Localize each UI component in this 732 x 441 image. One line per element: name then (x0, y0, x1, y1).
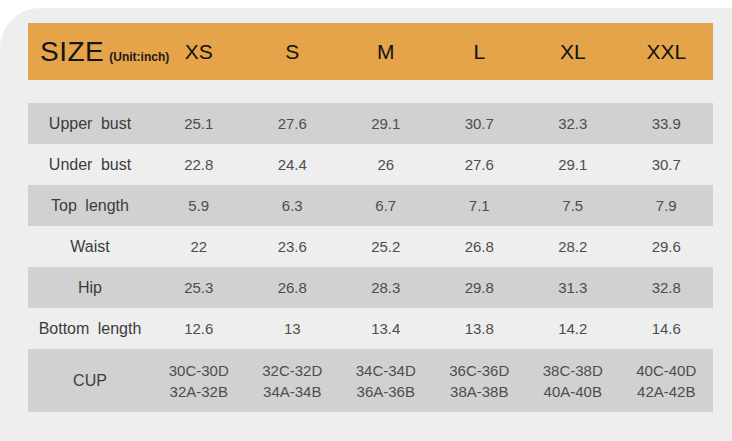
cup-range-line: 36C-36D (433, 360, 527, 381)
value-cell: 28.3 (339, 277, 433, 298)
column-header: XL (526, 40, 620, 64)
value-cell: 27.6 (433, 154, 527, 175)
cup-range-line: 42A-42B (620, 381, 714, 402)
value-cell: 22.8 (152, 154, 246, 175)
cup-range-line: 34A-34B (246, 381, 340, 402)
cup-range-line: 38A-38B (433, 381, 527, 402)
cup-range-line: 34C-34D (339, 360, 433, 381)
value-cell: 28.2 (526, 236, 620, 257)
cup-range-line: 36A-36B (339, 381, 433, 402)
value-cell: 30.7 (620, 154, 714, 175)
row-label: Hip (28, 279, 152, 297)
cup-range-line: 40C-40D (620, 360, 714, 381)
value-cell: 30C-30D32A-32B (152, 360, 246, 402)
value-cell: 14.2 (526, 318, 620, 339)
value-cell: 26.8 (246, 277, 340, 298)
table-row: Under bust22.824.42627.629.130.7 (28, 144, 713, 185)
row-label: Under bust (28, 156, 152, 174)
row-label: Bottom length (28, 320, 152, 338)
size-title: SIZE (40, 36, 104, 68)
value-cell: 33.9 (620, 113, 714, 134)
row-label: Top length (28, 197, 152, 215)
value-cell: 25.3 (152, 277, 246, 298)
size-chart-table: SIZE (Unit:inch) XSSMLXLXXL Upper bust25… (28, 23, 713, 412)
row-label: Upper bust (28, 115, 152, 133)
row-label: Waist (28, 238, 152, 256)
column-header: XXL (620, 40, 714, 64)
value-cell: 6.7 (339, 195, 433, 216)
cup-range-line: 40A-40B (526, 381, 620, 402)
column-header: L (433, 40, 527, 64)
value-cell: 7.1 (433, 195, 527, 216)
value-cell: 12.6 (152, 318, 246, 339)
value-cell: 30.7 (433, 113, 527, 134)
size-title-cell: SIZE (Unit:inch) (28, 36, 152, 68)
table-row: Top length5.96.36.77.17.57.9 (28, 185, 713, 226)
value-cell: 25.2 (339, 236, 433, 257)
value-cell: 36C-36D38A-38B (433, 360, 527, 402)
value-cell: 14.6 (620, 318, 714, 339)
table-row: Hip25.326.828.329.831.332.8 (28, 267, 713, 308)
value-cell: 26.8 (433, 236, 527, 257)
value-cell: 7.9 (620, 195, 714, 216)
cup-range-line: 30C-30D (152, 360, 246, 381)
table-row: Upper bust25.127.629.130.732.333.9 (28, 103, 713, 144)
value-cell: 23.6 (246, 236, 340, 257)
value-cell: 29.1 (526, 154, 620, 175)
value-cell: 29.6 (620, 236, 714, 257)
value-cell: 13.4 (339, 318, 433, 339)
value-cell: 29.8 (433, 277, 527, 298)
value-cell: 29.1 (339, 113, 433, 134)
column-header: S (246, 40, 340, 64)
cup-range-line: 32A-32B (152, 381, 246, 402)
cup-range-line: 38C-38D (526, 360, 620, 381)
value-cell: 25.1 (152, 113, 246, 134)
column-header: M (339, 40, 433, 64)
value-cell: 22 (152, 236, 246, 257)
value-cell: 26 (339, 154, 433, 175)
row-label: CUP (28, 372, 152, 390)
column-header: XS (152, 40, 246, 64)
value-cell: 32.8 (620, 277, 714, 298)
value-cell: 13.8 (433, 318, 527, 339)
table-row: CUP30C-30D32A-32B32C-32D34A-34B34C-34D36… (28, 349, 713, 412)
value-cell: 40C-40D42A-42B (620, 360, 714, 402)
table-row: Waist2223.625.226.828.229.6 (28, 226, 713, 267)
value-cell: 5.9 (152, 195, 246, 216)
value-cell: 6.3 (246, 195, 340, 216)
table-row: Bottom length12.61313.413.814.214.6 (28, 308, 713, 349)
value-cell: 34C-34D36A-36B (339, 360, 433, 402)
table-body: Upper bust25.127.629.130.732.333.9Under … (28, 103, 713, 412)
value-cell: 32C-32D34A-34B (246, 360, 340, 402)
value-cell: 24.4 (246, 154, 340, 175)
value-cell: 7.5 (526, 195, 620, 216)
value-cell: 31.3 (526, 277, 620, 298)
value-cell: 13 (246, 318, 340, 339)
cup-range-line: 32C-32D (246, 360, 340, 381)
table-header-row: SIZE (Unit:inch) XSSMLXLXXL (28, 23, 713, 80)
value-cell: 32.3 (526, 113, 620, 134)
value-cell: 38C-38D40A-40B (526, 360, 620, 402)
value-cell: 27.6 (246, 113, 340, 134)
